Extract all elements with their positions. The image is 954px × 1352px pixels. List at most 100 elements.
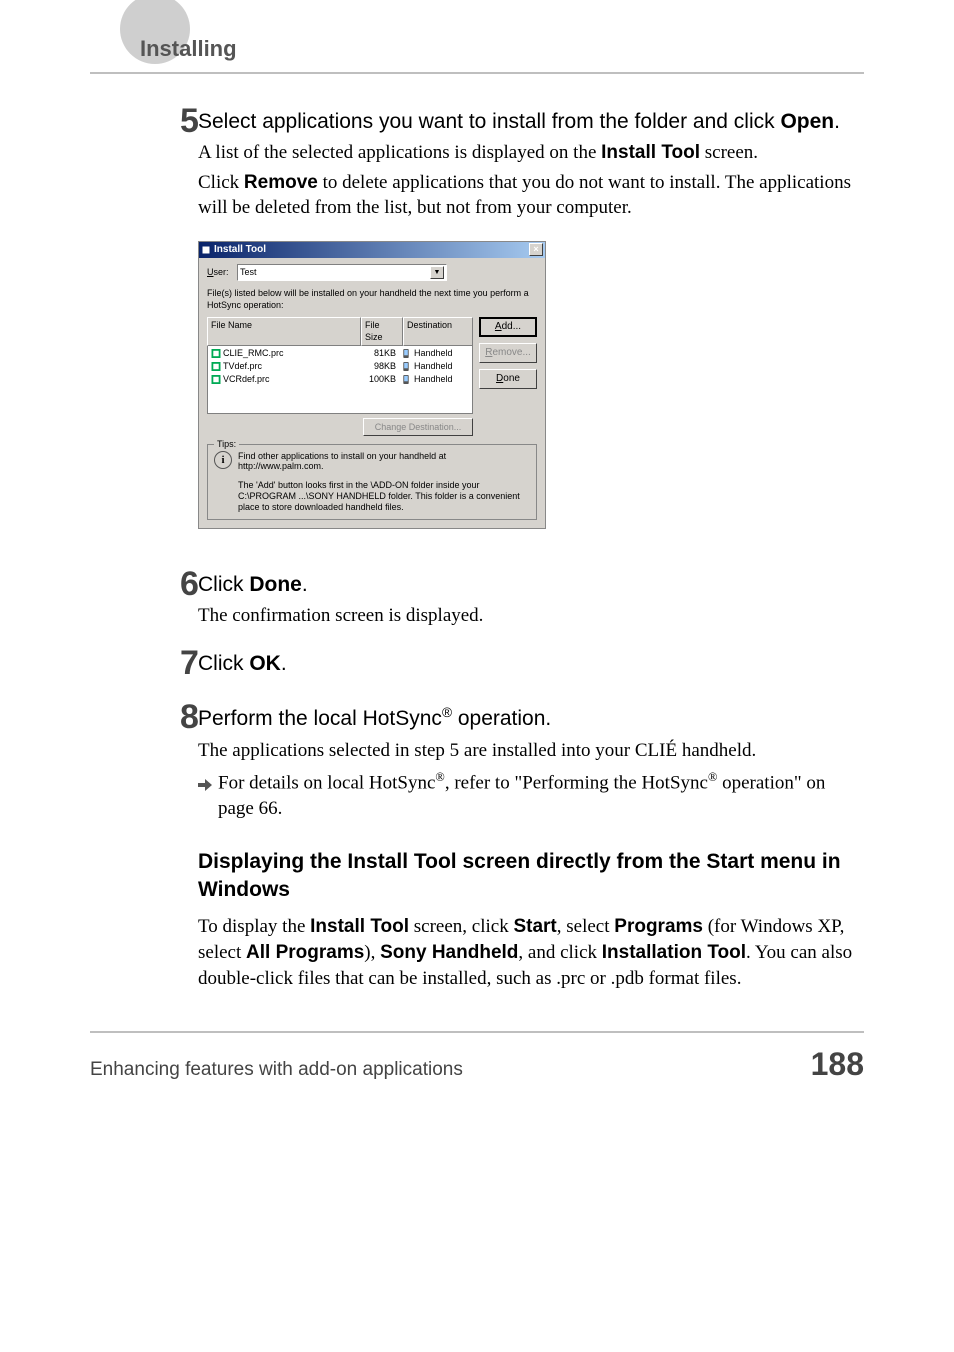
step-5: 5 Select applications you want to instal… [90, 104, 864, 549]
text: screen, click [409, 916, 513, 937]
info-icon: i [214, 451, 232, 469]
text: . [834, 110, 840, 133]
file-icon [211, 375, 221, 384]
step-5-para-2: Click Remove to delete applications that… [198, 170, 864, 221]
remove-label: Remove [244, 172, 318, 193]
app-icon [201, 245, 211, 255]
file-dest: Handheld [414, 373, 469, 385]
text: , refer to "Performing the HotSync [445, 772, 708, 793]
footer-chapter: Enhancing features with add-on applicati… [90, 1057, 811, 1083]
text: operation. [452, 707, 551, 730]
text: To display the [198, 916, 310, 937]
col-filename[interactable]: File Name [207, 317, 361, 345]
info-text: File(s) listed below will be installed o… [207, 287, 537, 311]
text: . [302, 573, 308, 596]
add-button[interactable]: Add... [479, 317, 537, 337]
step-number: 7 [90, 646, 198, 682]
bold: Install Tool [310, 916, 409, 937]
file-size: 98KB [358, 360, 398, 372]
window-titlebar: Install Tool × [199, 242, 545, 258]
file-list[interactable]: CLIE_RMC.prc 81KB Handheld TVdef.prc 98K… [207, 346, 473, 414]
change-destination-button[interactable]: Change Destination... [363, 418, 473, 436]
step-8-para: The applications selected in step 5 are … [198, 738, 864, 764]
bold: Sony Handheld [380, 942, 518, 963]
registered-mark: ® [442, 705, 452, 720]
tips-text-1: Find other applications to install on yo… [238, 451, 530, 473]
step-6-para: The confirmation screen is displayed. [198, 603, 864, 629]
cross-ref-text: For details on local HotSync®, refer to … [218, 769, 864, 822]
bold: Installation Tool [602, 942, 746, 963]
step-7-lead: Click OK. [198, 650, 864, 678]
handheld-icon [401, 362, 411, 371]
registered-mark: ® [708, 770, 717, 784]
step-6-lead: Click Done. [198, 571, 864, 599]
remove-button[interactable]: Remove... [479, 343, 537, 363]
col-destination[interactable]: Destination [403, 317, 473, 345]
header-rule [90, 72, 864, 74]
done-button[interactable]: Done [479, 369, 537, 389]
handheld-icon [401, 349, 411, 358]
subsection-heading: Displaying the Install Tool screen direc… [198, 848, 864, 905]
footer-rule [90, 1031, 864, 1033]
file-list-header: File Name File Size Destination [207, 317, 473, 345]
table-row[interactable]: VCRdef.prc 100KB Handheld [208, 373, 472, 386]
install-tool-screenshot: Install Tool × User: Test ▼ File(s) list… [198, 241, 546, 529]
cross-ref-bullet: For details on local HotSync®, refer to … [198, 769, 864, 822]
step-8: 8 Perform the local HotSync® operation. … [90, 700, 864, 822]
file-icon [211, 349, 221, 358]
open-label: Open [780, 110, 834, 133]
page-number: 188 [811, 1043, 864, 1086]
step-8-lead: Perform the local HotSync® operation. [198, 704, 864, 733]
text: For details on local HotSync [218, 772, 435, 793]
text: A list of the selected applications is d… [198, 142, 601, 163]
registered-mark: ® [435, 770, 444, 784]
text: Click [198, 573, 249, 596]
step-5-para-1: A list of the selected applications is d… [198, 140, 864, 166]
subsection-para: To display the Install Tool screen, clic… [198, 914, 864, 991]
col-filesize[interactable]: File Size [361, 317, 403, 345]
file-name: TVdef.prc [223, 360, 358, 372]
text: Perform the local HotSync [198, 707, 442, 730]
tips-text-2: The 'Add' button looks first in the \ADD… [238, 480, 530, 512]
close-button[interactable]: × [529, 243, 543, 256]
step-number: 5 [90, 104, 198, 549]
text: ), [364, 942, 380, 963]
window-title: Install Tool [214, 243, 529, 257]
user-label: User: [207, 266, 237, 278]
bold: Start [513, 916, 556, 937]
user-dropdown[interactable]: Test ▼ [237, 264, 447, 281]
chevron-down-icon: ▼ [430, 266, 444, 279]
section-title: Installing [90, 30, 864, 64]
file-dest: Handheld [414, 347, 469, 359]
bold: Programs [614, 916, 703, 937]
step-number: 6 [90, 567, 198, 629]
text: , select [557, 916, 615, 937]
ok-label: OK [249, 652, 281, 675]
user-value: Test [240, 266, 430, 278]
done-label: Done [249, 573, 302, 596]
page-footer: Enhancing features with add-on applicati… [90, 1043, 864, 1086]
file-size: 100KB [358, 373, 398, 385]
table-row[interactable]: TVdef.prc 98KB Handheld [208, 360, 472, 373]
file-size: 81KB [358, 347, 398, 359]
text: . [281, 652, 287, 675]
file-name: VCRdef.prc [223, 373, 358, 385]
section-header: Installing [90, 30, 864, 74]
text: Click [198, 172, 244, 193]
text: , and click [518, 942, 601, 963]
handheld-icon [401, 375, 411, 384]
step-6: 6 Click Done. The confirmation screen is… [90, 567, 864, 629]
file-icon [211, 362, 221, 371]
arrow-icon [198, 769, 218, 799]
step-7: 7 Click OK. [90, 646, 864, 682]
tips-title: Tips: [214, 438, 239, 450]
tips-box: Tips: i Find other applications to insta… [207, 444, 537, 520]
text: Click [198, 652, 249, 675]
text: Select applications you want to install … [198, 110, 780, 133]
step-number: 8 [90, 700, 198, 822]
bold: All Programs [246, 942, 364, 963]
file-name: CLIE_RMC.prc [223, 347, 358, 359]
step-5-lead: Select applications you want to install … [198, 108, 864, 136]
table-row[interactable]: CLIE_RMC.prc 81KB Handheld [208, 347, 472, 360]
text: screen. [700, 142, 758, 163]
